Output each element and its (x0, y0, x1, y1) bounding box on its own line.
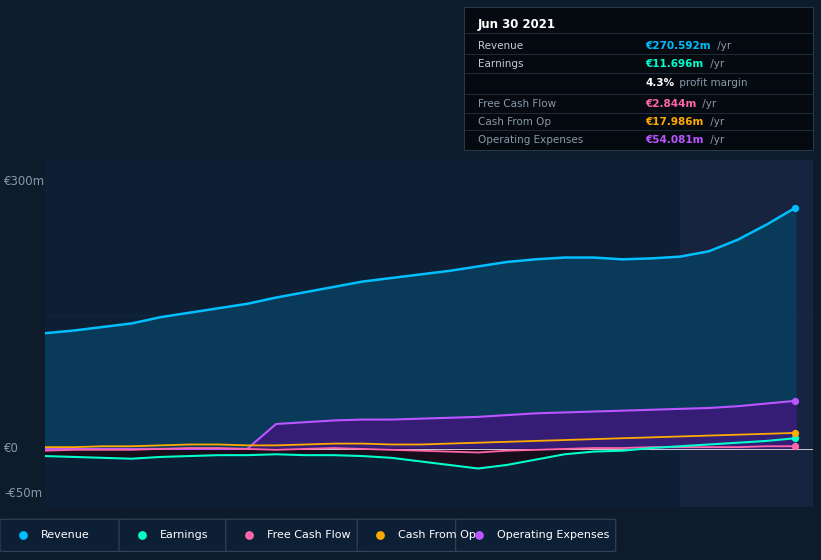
Text: €11.696m: €11.696m (645, 59, 704, 69)
Point (374, 530, 387, 539)
Point (789, 203, 802, 212)
Point (135, 530, 149, 539)
Text: Earnings: Earnings (478, 59, 523, 69)
Text: €2.844m: €2.844m (645, 99, 697, 109)
Text: €54.081m: €54.081m (645, 135, 704, 145)
Point (472, 530, 485, 539)
Text: Free Cash Flow: Free Cash Flow (267, 530, 351, 540)
Text: profit margin: profit margin (676, 78, 747, 88)
Text: /yr: /yr (714, 41, 732, 51)
Text: 4.3%: 4.3% (645, 78, 674, 88)
Text: Revenue: Revenue (478, 41, 523, 51)
Text: /yr: /yr (707, 116, 724, 127)
Point (789, 442, 802, 451)
Text: Free Cash Flow: Free Cash Flow (478, 99, 556, 109)
FancyBboxPatch shape (357, 519, 460, 552)
Text: /yr: /yr (699, 99, 716, 109)
Text: -€50m: -€50m (4, 487, 42, 500)
Point (242, 530, 255, 539)
Text: Revenue: Revenue (41, 530, 89, 540)
Text: Jun 30 2021: Jun 30 2021 (478, 18, 556, 31)
Text: Earnings: Earnings (160, 530, 209, 540)
Text: Cash From Op: Cash From Op (398, 530, 476, 540)
Text: €270.592m: €270.592m (645, 41, 711, 51)
Point (789, 434, 802, 443)
Point (16, 530, 30, 539)
Text: /yr: /yr (707, 59, 724, 69)
Text: Cash From Op: Cash From Op (478, 116, 551, 127)
FancyBboxPatch shape (119, 519, 230, 552)
FancyBboxPatch shape (226, 519, 361, 552)
Text: €300m: €300m (4, 175, 45, 188)
Text: Operating Expenses: Operating Expenses (478, 135, 583, 145)
Point (789, 428, 802, 437)
Point (789, 396, 802, 405)
Text: €0: €0 (4, 442, 19, 455)
Bar (680, 160, 813, 507)
FancyBboxPatch shape (456, 519, 616, 552)
Text: /yr: /yr (707, 135, 724, 145)
Text: €17.986m: €17.986m (645, 116, 704, 127)
Text: Operating Expenses: Operating Expenses (497, 530, 609, 540)
FancyBboxPatch shape (0, 519, 123, 552)
